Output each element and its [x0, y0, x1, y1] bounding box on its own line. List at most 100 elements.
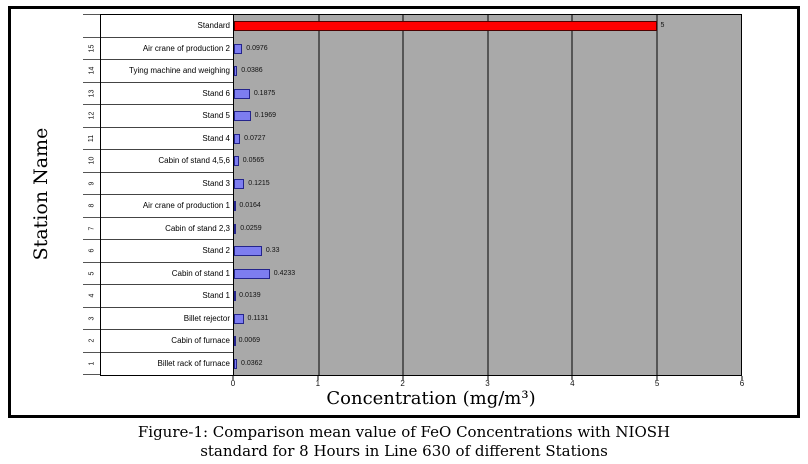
station-number: 15	[83, 38, 100, 60]
x-tick-mark	[571, 376, 573, 380]
category-label: Cabin of stand 4,5,6	[101, 150, 234, 173]
x-tick-label: 5	[654, 379, 660, 388]
x-tick-mark	[741, 376, 743, 380]
bar-row: 0.1875	[234, 83, 741, 106]
station-number-text: 15	[87, 44, 95, 53]
figure-caption: Figure-1: Comparison mean value of FeO C…	[0, 423, 808, 461]
station-number: 5	[83, 263, 100, 285]
station-number-text: 5	[88, 271, 95, 276]
station-number: 6	[83, 240, 100, 263]
value-label: 5	[660, 22, 665, 29]
station-number-text: 4	[88, 293, 95, 298]
station-bar	[234, 291, 236, 301]
station-bar	[234, 111, 251, 121]
station-number: 14	[83, 60, 100, 83]
station-number	[83, 15, 100, 38]
category-label: Standard	[101, 15, 234, 38]
station-bar	[234, 223, 237, 234]
value-label: 0.33	[265, 247, 280, 254]
gridline	[317, 15, 320, 375]
category-axis-labels: Standard Air crane of production 2 Tying m…	[100, 14, 235, 376]
category-label: Stand 1	[101, 285, 234, 308]
station-bar	[234, 201, 236, 211]
station-number-text: 14	[87, 66, 95, 75]
value-label: 0.0069	[238, 337, 260, 344]
category-label: Tying machine and weighing	[101, 60, 234, 83]
gridline	[571, 15, 573, 375]
gridline	[402, 15, 404, 375]
x-tick-mark	[487, 376, 488, 380]
x-tick-label: 2	[400, 379, 405, 388]
category-label: Stand 4	[101, 128, 234, 150]
station-number-text: 7	[88, 226, 95, 231]
plot-area: 5 0.0976 0.0386 0.1875 0.1969 0.0727 0.0565 0.1…	[233, 14, 742, 376]
bar-row: 0.1215	[234, 173, 741, 196]
station-number: 11	[83, 128, 100, 150]
x-tick-mark	[402, 376, 404, 380]
bar-row: 0.0362	[234, 353, 741, 376]
bar-row: 0.0565	[234, 150, 741, 173]
value-label: 0.1969	[254, 112, 277, 119]
category-label: Stand 2	[101, 240, 234, 263]
station-bar	[234, 66, 238, 76]
value-label: 0.0139	[239, 292, 261, 299]
caption-line-2: standard for 8 Hours in Line 630 of diff…	[200, 442, 608, 460]
x-tick-label: 3	[485, 379, 490, 388]
category-label: Cabin of stand 2,3	[101, 218, 234, 240]
station-number: 7	[83, 218, 100, 240]
value-label: 0.1215	[248, 179, 270, 187]
station-number: 1	[83, 353, 100, 375]
station-bar	[234, 156, 239, 166]
station-number: 10	[83, 150, 100, 173]
value-label: 0.1131	[247, 314, 269, 322]
station-number-text: 8	[88, 203, 95, 208]
category-label: Air crane of production 2	[101, 38, 234, 60]
gridline	[655, 15, 658, 375]
station-number-text: 2	[88, 338, 95, 343]
x-tick-label: 1	[315, 379, 321, 388]
standard-bar	[234, 21, 657, 31]
caption-line-1: Figure-1: Comparison mean value of FeO C…	[137, 423, 671, 441]
x-tick-label: 6	[739, 379, 745, 388]
station-number: 13	[83, 83, 100, 105]
category-label: Stand 6	[101, 83, 234, 105]
value-label: 0.0976	[246, 44, 268, 52]
station-number: 2	[83, 330, 100, 353]
station-bar	[234, 178, 245, 189]
category-label: Billet rack of furnace	[157, 359, 230, 369]
bar-row: 0.1131	[234, 308, 741, 331]
chart-frame: Station Name 15 14 13 12 11 10 9 8 7 6 5 4 3 2 1 Stand…	[8, 6, 800, 418]
value-label: 0.0386	[241, 67, 263, 74]
station-number: 3	[83, 308, 100, 330]
station-number-text: 11	[88, 134, 95, 142]
station-bar	[234, 336, 236, 346]
station-number-text: 3	[88, 316, 95, 321]
station-bar	[234, 313, 244, 324]
gridline	[486, 15, 489, 375]
bar-row: 0.0727	[234, 128, 741, 151]
bar-row: 0.0259	[234, 218, 741, 241]
value-label: 0.0164	[239, 202, 261, 209]
category-label: Air crane of production 1	[101, 195, 234, 218]
x-tick-mark	[656, 376, 658, 380]
station-number-text: 12	[87, 111, 95, 120]
bar-row: 0.0976	[234, 38, 741, 61]
bar-row: 0.0164	[234, 195, 741, 218]
x-tick-mark	[232, 376, 234, 380]
station-number-text: 13	[87, 89, 95, 98]
station-number-text: 10	[87, 156, 95, 165]
value-label: 0.1875	[253, 89, 276, 97]
bar-row: 0.33	[234, 240, 741, 263]
station-bar	[234, 246, 262, 256]
station-bar	[234, 133, 241, 144]
x-tick-label: 0	[230, 379, 236, 388]
station-number-text: 1	[88, 361, 95, 366]
station-bar	[234, 358, 238, 369]
bar-row: 5	[234, 15, 741, 38]
x-axis-title: Concentration (mg/m³)	[326, 388, 536, 409]
station-number: 4	[83, 285, 100, 308]
value-label: 0.0259	[240, 224, 262, 232]
bar-row: 0.0139	[234, 285, 741, 308]
station-bar	[234, 268, 270, 279]
